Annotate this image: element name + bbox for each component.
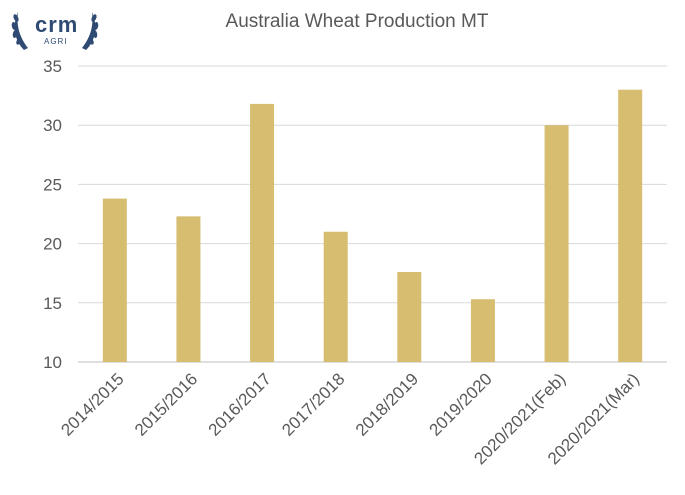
x-tick-label: 2017/2018 [278, 369, 348, 439]
bar-2020-2021-Mar [618, 89, 643, 363]
y-tick-label: 10 [43, 353, 62, 372]
logo-wordmark: crm [35, 12, 79, 37]
y-tick-label: 15 [43, 294, 62, 313]
y-tick-label: 25 [43, 175, 62, 194]
x-tick-label: 2016/2017 [205, 369, 275, 439]
crm-agri-logo: crm AGRI [8, 4, 102, 56]
logo-subtitle: AGRI [44, 37, 68, 46]
x-tick-label: 2019/2020 [425, 369, 495, 439]
bar-2017-2018 [323, 231, 348, 362]
y-tick-label: 35 [43, 57, 62, 76]
y-tick-label: 20 [43, 235, 62, 254]
bar-2016-2017 [250, 103, 275, 362]
y-tick-label: 30 [43, 116, 62, 135]
bar-2014-2015 [102, 198, 127, 362]
chart-title: Australia Wheat Production MT [226, 11, 489, 32]
x-tick-label: 2018/2019 [352, 369, 422, 439]
x-tick-label: 2014/2015 [57, 369, 127, 439]
x-tick-label: 2015/2016 [131, 369, 201, 439]
bar-2019-2020 [470, 299, 495, 362]
bar-2020-2021-Feb [544, 125, 569, 362]
bar-2018-2019 [397, 272, 422, 362]
laurel-wreath-icon [11, 12, 99, 50]
bar-2015-2016 [176, 216, 201, 362]
